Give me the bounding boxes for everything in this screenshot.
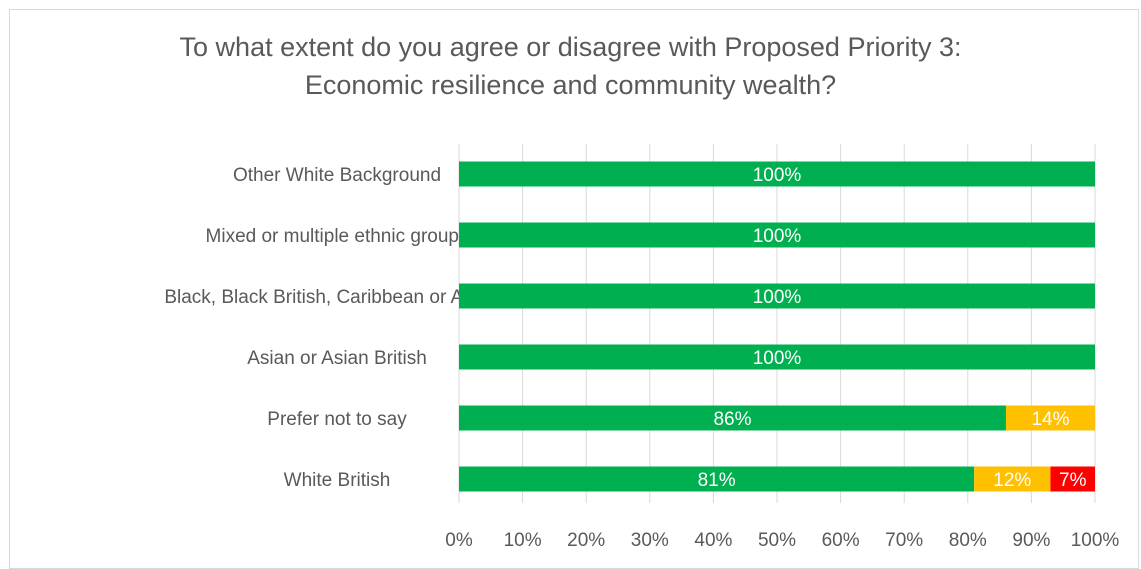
bar-segment	[974, 466, 1051, 492]
bar-segment	[459, 466, 975, 492]
chart-title: To what extent do you agree or disagree …	[0, 28, 1141, 104]
data-label: 86%	[713, 409, 751, 430]
data-label: 100%	[753, 348, 802, 369]
category-label: White British	[284, 470, 391, 491]
data-label: 14%	[1031, 409, 1069, 430]
data-label: 7%	[1059, 470, 1087, 491]
x-tick-label: 70%	[885, 530, 923, 551]
data-label: 100%	[753, 165, 802, 186]
category-label: Prefer not to say	[267, 409, 407, 430]
data-label: 12%	[993, 470, 1031, 491]
data-label: 81%	[698, 470, 736, 491]
x-tick-label: 100%	[1071, 530, 1120, 551]
x-tick-label: 30%	[631, 530, 669, 551]
x-tick-label: 50%	[758, 530, 796, 551]
bar-segment	[459, 405, 1006, 431]
bar-segment	[459, 344, 1095, 370]
data-label: 100%	[753, 226, 802, 247]
category-label: Mixed or multiple ethnic groups	[206, 226, 469, 247]
x-tick-label: 10%	[504, 530, 542, 551]
bar-segment	[1005, 405, 1095, 431]
x-tick-label: 20%	[567, 530, 605, 551]
category-label: Other White Background	[233, 165, 441, 186]
chart-title-line-1: To what extent do you agree or disagree …	[179, 32, 962, 62]
x-tick-label: 0%	[445, 530, 473, 551]
x-tick-label: 60%	[822, 530, 860, 551]
data-label: 100%	[753, 287, 802, 308]
bar-segment	[459, 222, 1095, 248]
bar-segment	[459, 161, 1095, 187]
category-label: Black, Black British, Caribbean or Afric…	[164, 287, 509, 308]
x-tick-label: 40%	[694, 530, 732, 551]
x-tick-label: 90%	[1012, 530, 1050, 551]
category-label: Asian or Asian British	[247, 348, 427, 369]
chart-title-line-2: Economic resilience and community wealth…	[304, 70, 837, 100]
bar-segment	[459, 283, 1095, 309]
x-tick-label: 80%	[949, 530, 987, 551]
bar-segment	[1050, 466, 1095, 492]
